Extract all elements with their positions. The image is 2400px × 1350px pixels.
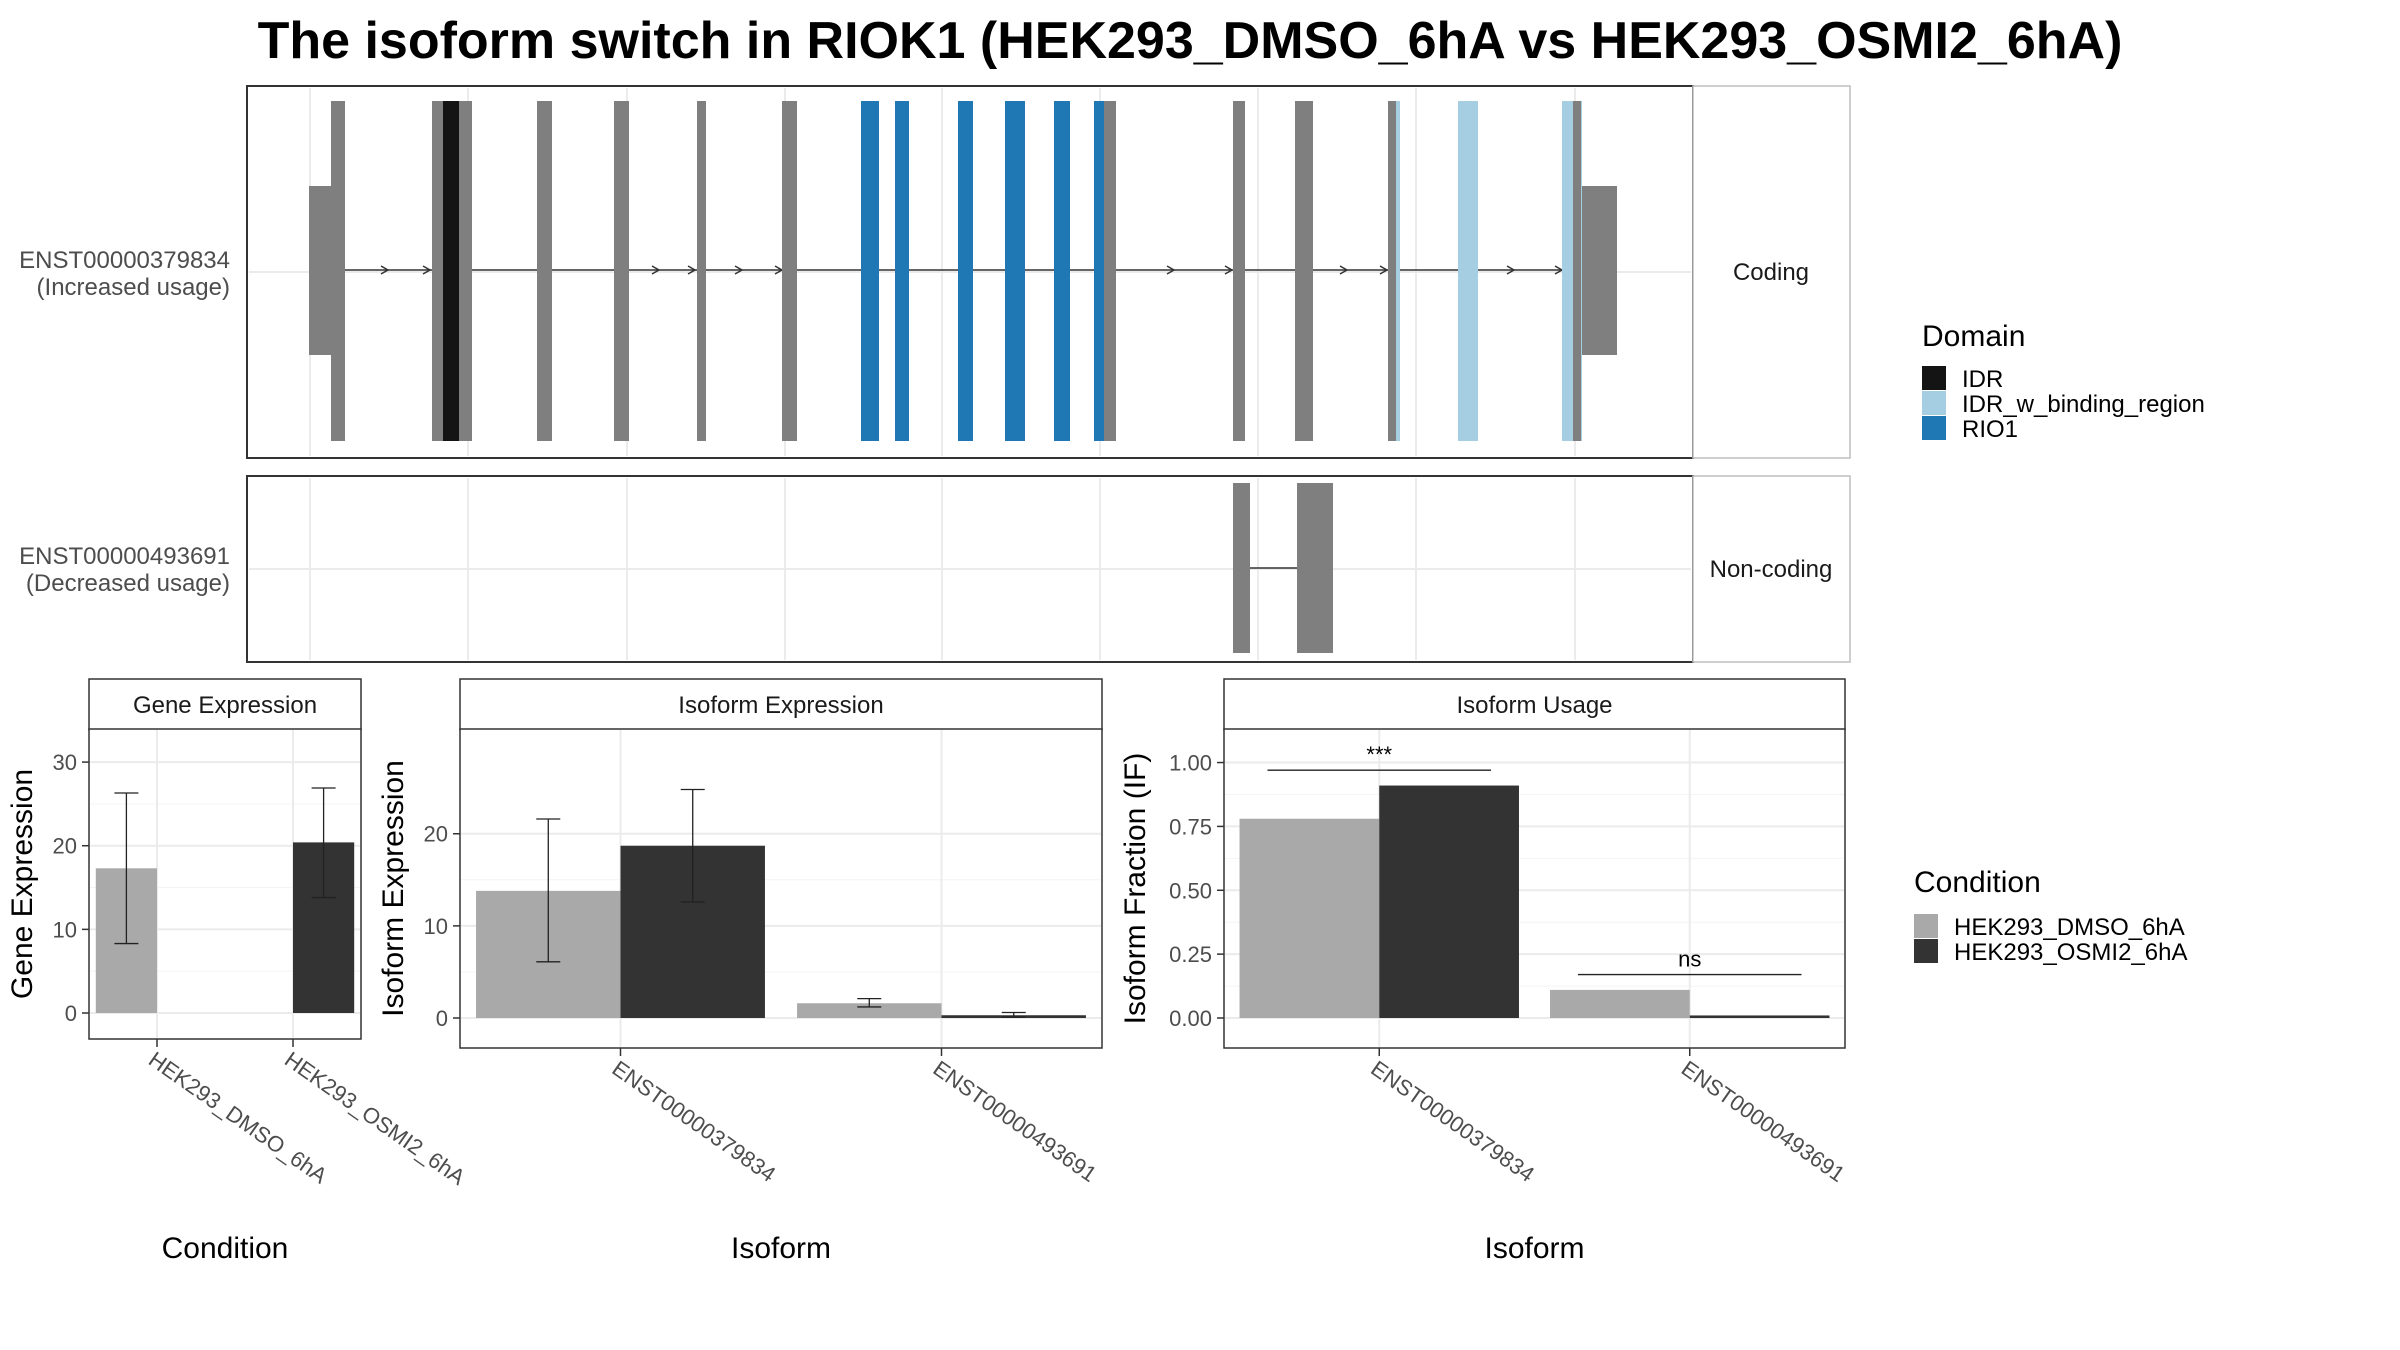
facet-strip (1223, 678, 1846, 731)
transcript-usage-label: (Decreased usage) (26, 570, 230, 597)
x-axis-title: Isoform (1484, 1232, 1584, 1265)
x-axis-title: Isoform (731, 1232, 831, 1265)
coding-exon (1573, 101, 1581, 441)
coding-exon (782, 101, 797, 441)
bar (1379, 785, 1519, 1018)
y-tick-label: 0.75 (1169, 814, 1212, 839)
bar (1239, 818, 1380, 1018)
transcript-usage-label: (Increased usage) (37, 274, 230, 301)
transcript-id-label: ENST00000493691 (19, 543, 230, 570)
legend-label-dmso: HEK293_DMSO_6hA (1954, 914, 2185, 941)
facet-strip-coding (1692, 85, 1851, 459)
facet-strip-label-noncoding: Non-coding (1710, 556, 1833, 583)
bar (1689, 1015, 1830, 1018)
legend-label-osmi2: HEK293_OSMI2_6hA (1954, 939, 2187, 966)
bar (797, 1003, 942, 1018)
y-tick-label: 0 (436, 1006, 448, 1031)
strand-arrow (1379, 265, 1389, 275)
figure-title: The isoform switch in RIOK1 (HEK293_DMSO… (258, 12, 2123, 70)
strand-arrow (687, 265, 697, 275)
strand-arrow (1339, 265, 1349, 275)
utr-block (1576, 186, 1617, 355)
y-axis-title: Isoform Expression (377, 760, 410, 1017)
strand-arrow (422, 265, 432, 275)
chart-title: Isoform Expression (678, 692, 883, 719)
transcript-panel-coding: Coding ENST00000379834 (Increased usage) (19, 85, 1851, 459)
coding-exon (331, 101, 345, 441)
coding-exon (697, 101, 706, 441)
y-tick-label: 20 (424, 822, 448, 847)
domain-legend-title: Domain (1922, 320, 2025, 353)
y-tick-label: 0.00 (1169, 1006, 1212, 1031)
legend-key-rio1 (1922, 416, 1946, 440)
legend-key-osmi2 (1914, 939, 1938, 963)
facet-strip-label-coding: Coding (1733, 259, 1809, 286)
utr-block (309, 186, 333, 355)
y-tick-label: 20 (53, 834, 77, 859)
coding-exon (537, 101, 552, 441)
y-tick-label: 0.50 (1169, 878, 1212, 903)
domain-legend: Domain IDR IDR_w_binding_region RIO1 (1922, 320, 2205, 443)
domain-block-rio1 (1094, 101, 1104, 441)
coding-exon (614, 101, 629, 441)
y-axis-title: Gene Expression (6, 769, 39, 999)
transcript-gridlines (249, 478, 1691, 660)
chart-title: Isoform Usage (1456, 692, 1612, 719)
significance-label: *** (1366, 742, 1392, 767)
x-tick-label: ENST00000379834 (608, 1056, 781, 1187)
domain-block-rio1 (861, 101, 879, 441)
transcript-id-label: ENST00000379834 (19, 247, 230, 274)
y-tick-label: 0.25 (1169, 942, 1212, 967)
x-axis-title: Condition (162, 1232, 289, 1265)
domain-block-idr-w-binding-region (1396, 101, 1400, 441)
domain-block-rio1 (1054, 101, 1070, 441)
exon-block (1233, 483, 1250, 653)
domain-block-rio1 (1005, 101, 1025, 441)
strand-arrow (1224, 265, 1234, 275)
legend-label-rio1: RIO1 (1962, 416, 2018, 443)
domain-block-rio1 (895, 101, 909, 441)
x-tick-label: ENST00000493691 (929, 1056, 1102, 1187)
transcript-panel-noncoding: Non-coding ENST00000493691 (Decreased us… (19, 475, 1851, 663)
strand-arrow (651, 265, 661, 275)
bar (1550, 989, 1690, 1018)
transcript-structure-enst00000379834 (309, 101, 1617, 441)
condition-legend: Condition HEK293_DMSO_6hA HEK293_OSMI2_6… (1914, 866, 2187, 966)
isoform-expression-chart: Isoform Expression 0 10 20 ENST00000379834 EN… (377, 678, 1103, 1265)
coding-exon (1295, 101, 1313, 441)
facet-strip (88, 678, 362, 731)
legend-key-idr-binding (1922, 391, 1946, 415)
domain-block-idr (443, 101, 459, 441)
strand-arrow (380, 265, 390, 275)
legend-label-idr: IDR (1962, 366, 2003, 393)
y-axis-title: Isoform Fraction (IF) (1119, 753, 1152, 1025)
y-tick-label: 30 (53, 750, 77, 775)
domain-block-idr-w-binding-region (1458, 101, 1478, 441)
y-tick-label: 0 (65, 1001, 77, 1026)
transcript-structure-enst00000493691 (1233, 483, 1333, 653)
strand-arrow (734, 265, 744, 275)
domain-block-rio1 (958, 101, 973, 441)
facet-strip-noncoding (1692, 475, 1851, 663)
coding-exon (1233, 101, 1245, 441)
legend-label-idr-binding: IDR_w_binding_region (1962, 391, 2205, 418)
x-tick-label: ENST00000379834 (1366, 1056, 1539, 1187)
legend-key-dmso (1914, 914, 1938, 938)
chart-title: Gene Expression (133, 692, 317, 719)
exon-block (1297, 483, 1333, 653)
isoform-usage-chart: Isoform Usage 0.00 0.25 0.50 0.75 1.00 ENST000… (1119, 678, 1850, 1265)
x-tick-label: ENST00000493691 (1677, 1056, 1850, 1187)
significance-label: ns (1678, 947, 1701, 972)
condition-legend-title: Condition (1914, 866, 2041, 899)
legend-key-idr (1922, 366, 1946, 390)
y-tick-label: 10 (53, 917, 77, 942)
strand-arrow (1506, 265, 1516, 275)
y-tick-label: 1.00 (1169, 751, 1212, 776)
strand-arrow (1166, 265, 1176, 275)
y-tick-label: 10 (424, 914, 448, 939)
